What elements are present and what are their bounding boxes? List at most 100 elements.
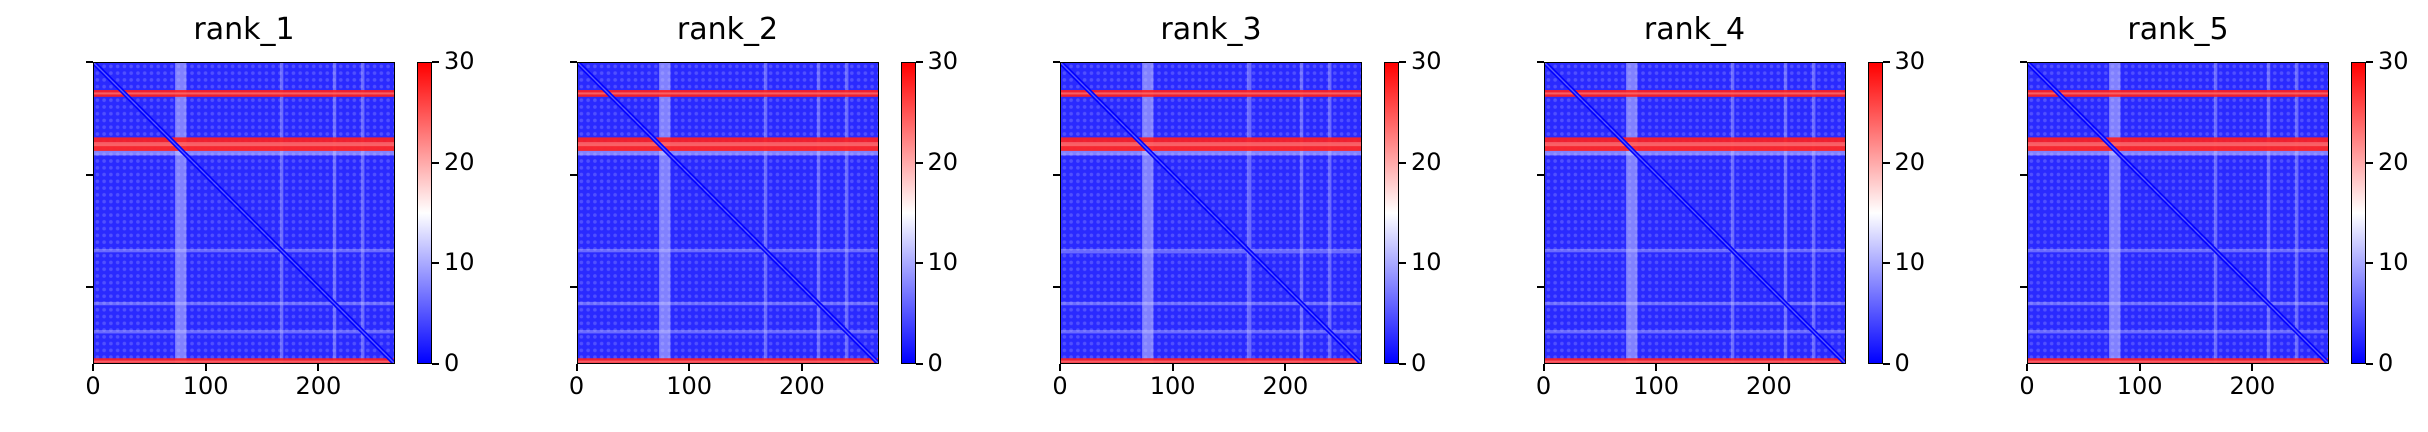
- y-tick-mark: [1536, 286, 1544, 289]
- colorbar-tick-mark: [1399, 363, 1406, 365]
- colorbar-tick-label: 20: [1411, 147, 1442, 176]
- red-row-band-highlight: [1544, 142, 1845, 147]
- x-tick-mark: [688, 364, 691, 371]
- x-tick-mark: [1655, 364, 1658, 371]
- light-col-band: [816, 63, 820, 363]
- colorbar-tick-label: 10: [2378, 248, 2409, 277]
- light-row-band: [94, 330, 394, 334]
- heatmap-plot: [1543, 62, 1846, 364]
- red-row-band-highlight: [577, 92, 878, 95]
- colorbar-tick-mark: [432, 262, 439, 265]
- y-tick-mark: [569, 173, 577, 176]
- light-col-band: [763, 63, 767, 363]
- colorbar-tick-label: 20: [444, 147, 475, 176]
- y-tick-mark: [569, 61, 577, 63]
- heatmap-svg: [94, 63, 394, 363]
- x-tick-label: 0: [568, 372, 585, 400]
- x-tick-mark: [575, 364, 578, 371]
- colorbar-tick-mark: [915, 61, 923, 63]
- light-col-band: [2109, 63, 2121, 363]
- colorbar-tick-label: 30: [1411, 47, 1442, 75]
- light-col-band: [1246, 63, 1252, 363]
- light-col-band: [1142, 63, 1154, 363]
- colorbar-tick-mark: [1882, 61, 1890, 63]
- x-tick-mark: [2026, 364, 2028, 371]
- light-col-band: [1811, 63, 1815, 363]
- y-tick-mark: [86, 173, 93, 176]
- red-row-band-highlight: [577, 142, 878, 147]
- heatmap-plot: [93, 62, 395, 364]
- light-row-band: [1544, 248, 1845, 253]
- y-tick-mark: [1536, 173, 1544, 176]
- x-tick-label: 100: [666, 372, 713, 400]
- colorbar-tick-label: 0: [927, 349, 943, 377]
- x-tick-label: 100: [182, 372, 229, 400]
- colorbar-tick-label: 0: [444, 349, 460, 377]
- light-row-band: [2028, 248, 2328, 253]
- red-row-band-highlight: [94, 360, 394, 363]
- red-row-band-highlight: [577, 360, 878, 363]
- colorbar-tick-mark: [1882, 161, 1890, 164]
- x-tick-mark: [1171, 364, 1174, 371]
- red-row-band-highlight: [1544, 360, 1845, 363]
- y-tick-mark: [1053, 61, 1060, 63]
- red-row-band-highlight: [1061, 92, 1361, 95]
- x-tick-label: 0: [2019, 372, 2035, 400]
- light-row-band: [1544, 301, 1845, 306]
- red-row-band-highlight: [2028, 92, 2328, 95]
- heatmap-plot: [576, 62, 879, 364]
- colorbar-tick-mark: [915, 262, 923, 265]
- colorbar-tick-mark: [1399, 61, 1406, 63]
- red-row-band-highlight: [1544, 92, 1845, 95]
- light-col-band: [658, 63, 670, 363]
- light-row-band: [94, 301, 394, 306]
- diagonal-line: [1544, 63, 1845, 363]
- diagonal-line: [2028, 63, 2328, 363]
- colorbar-tick-mark: [2366, 363, 2373, 365]
- colorbar-tick-mark: [1399, 161, 1406, 164]
- light-col-band: [844, 63, 848, 363]
- y-tick-mark: [86, 61, 93, 63]
- x-tick-mark: [92, 364, 94, 371]
- colorbar: [1384, 62, 1399, 364]
- y-tick-mark: [2020, 61, 2027, 63]
- panel-title: rank_5: [2127, 12, 2229, 47]
- colorbar-tick-label: 30: [1894, 47, 1926, 75]
- light-col-band: [361, 63, 365, 363]
- diagonal-line: [577, 63, 878, 363]
- x-tick-mark: [2251, 364, 2254, 371]
- light-row-band: [1061, 330, 1361, 334]
- colorbar-tick-mark: [2366, 161, 2373, 164]
- y-tick-mark: [86, 286, 93, 289]
- colorbar-tick-mark: [432, 363, 439, 365]
- x-tick-mark: [800, 364, 803, 371]
- colorbar-tick-label: 10: [1411, 248, 1442, 277]
- colorbar: [900, 62, 916, 364]
- light-col-band: [175, 63, 187, 363]
- panel-title: rank_3: [1160, 12, 1262, 47]
- colorbar-tick-mark: [2366, 262, 2373, 265]
- panel-title: rank_1: [193, 12, 295, 47]
- x-tick-mark: [1284, 364, 1287, 371]
- colorbar-tick-mark: [915, 161, 923, 164]
- diagonal-line: [1061, 63, 1361, 363]
- heatmap-svg: [1544, 63, 1845, 363]
- x-tick-mark: [317, 364, 320, 371]
- x-tick-mark: [1767, 364, 1770, 371]
- colorbar-tick-mark: [915, 363, 923, 365]
- colorbar-tick-label: 20: [1894, 147, 1926, 176]
- x-tick-label: 200: [1745, 372, 1792, 400]
- y-tick-mark: [1053, 286, 1060, 289]
- colorbar: [1867, 62, 1883, 364]
- heatmap-svg: [577, 63, 878, 363]
- light-col-band: [332, 63, 337, 363]
- red-row-band-highlight: [1061, 142, 1361, 147]
- x-tick-mark: [1542, 364, 1545, 371]
- y-tick-mark: [569, 286, 577, 289]
- colorbar-tick-label: 10: [1894, 248, 1926, 277]
- heatmap-svg: [2028, 63, 2328, 363]
- light-col-band: [1730, 63, 1734, 363]
- x-tick-label: 200: [295, 372, 342, 400]
- colorbar-tick-label: 30: [2378, 47, 2409, 75]
